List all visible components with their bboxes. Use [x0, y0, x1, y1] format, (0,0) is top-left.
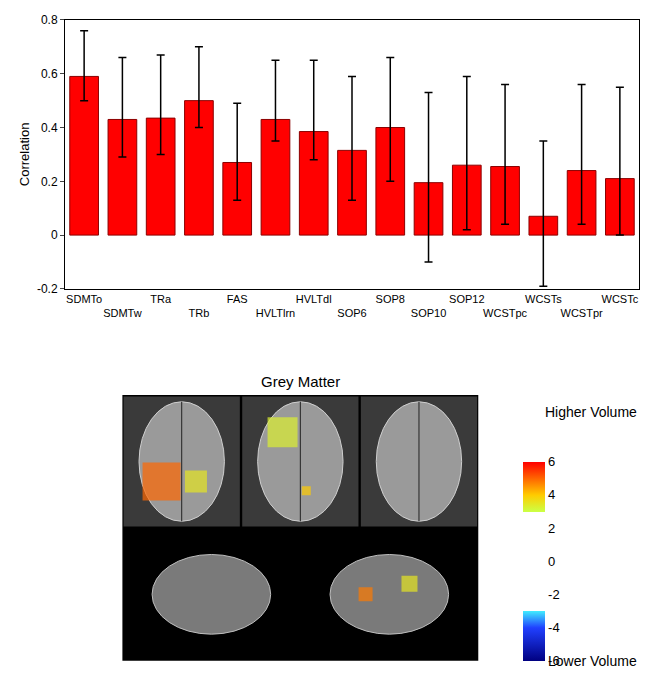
svg-text:HVLTdl: HVLTdl	[296, 293, 332, 305]
svg-text:SOP8: SOP8	[376, 293, 405, 305]
svg-text:-2: -2	[548, 587, 560, 602]
svg-text:SDMTo: SDMTo	[66, 293, 102, 305]
svg-text:0.2: 0.2	[41, 175, 58, 189]
svg-text:2: 2	[548, 521, 555, 536]
svg-text:SOP10: SOP10	[411, 307, 446, 319]
svg-text:WCSTc: WCSTc	[602, 293, 639, 305]
svg-text:SOP12: SOP12	[449, 293, 484, 305]
svg-text:SDMTw: SDMTw	[103, 307, 142, 319]
svg-text:0: 0	[548, 554, 555, 569]
svg-text:SOP6: SOP6	[337, 307, 366, 319]
svg-text:-0.2: -0.2	[37, 282, 58, 296]
svg-text:TRb: TRb	[189, 307, 210, 319]
svg-text:Lower Volume: Lower Volume	[548, 653, 637, 669]
svg-text:WCSTpc: WCSTpc	[483, 307, 528, 319]
svg-text:Grey Matter: Grey Matter	[261, 373, 340, 390]
svg-text:0.4: 0.4	[41, 121, 58, 135]
svg-text:TRa: TRa	[150, 293, 172, 305]
svg-text:WCSTpr: WCSTpr	[561, 307, 604, 319]
svg-text:-6: -6	[548, 653, 560, 668]
svg-text:6: 6	[548, 454, 555, 469]
svg-text:0.6: 0.6	[41, 67, 58, 81]
svg-text:FAS: FAS	[227, 293, 248, 305]
svg-text:4: 4	[548, 487, 555, 502]
svg-text:Correlation: Correlation	[17, 123, 32, 187]
svg-text:0: 0	[51, 228, 58, 242]
svg-text:Higher Volume: Higher Volume	[545, 404, 637, 420]
svg-text:WCSTs: WCSTs	[525, 293, 562, 305]
svg-text:0.8: 0.8	[41, 13, 58, 27]
svg-text:HVLTlrn: HVLTlrn	[256, 307, 296, 319]
svg-text:-4: -4	[548, 620, 560, 635]
